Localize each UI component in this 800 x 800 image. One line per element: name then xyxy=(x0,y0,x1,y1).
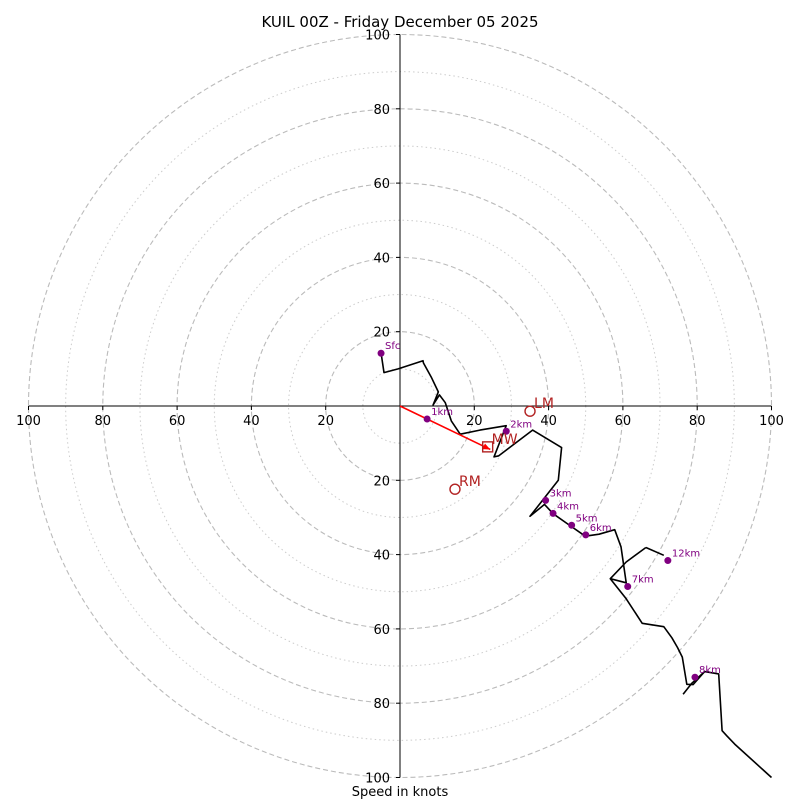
height-marker-dot xyxy=(502,427,510,435)
wind-trace-segment-2 xyxy=(682,671,706,695)
y-tick-label: 80 xyxy=(373,103,390,118)
storm-label-rm: RM xyxy=(459,474,481,490)
height-marker-dot xyxy=(582,531,590,539)
height-marker-label: 7km xyxy=(632,575,654,586)
y-tick-label: 100 xyxy=(365,772,390,787)
y-tick-label: 40 xyxy=(373,549,390,564)
height-marker-dot xyxy=(549,509,557,517)
x-tick-label: 20 xyxy=(466,414,483,429)
y-tick-label: 100 xyxy=(365,29,390,44)
height-marker-dot xyxy=(377,349,385,357)
x-tick-label: 100 xyxy=(16,414,41,429)
storm-markers: LM RM MW xyxy=(449,396,554,495)
wind-trace-segment-0 xyxy=(609,546,647,580)
motion-vector-arrowhead xyxy=(482,443,491,450)
y-tick-label: 20 xyxy=(373,474,390,489)
y-tick-label: 60 xyxy=(373,623,390,638)
height-marker-dot xyxy=(423,415,431,423)
storm-label-lm: LM xyxy=(534,396,554,412)
x-tick-label: 60 xyxy=(615,414,632,429)
storm-marker-rm xyxy=(449,483,461,495)
x-tick-label: 40 xyxy=(243,414,260,429)
height-marker-dot xyxy=(542,496,550,504)
y-tick-label: 80 xyxy=(373,697,390,712)
x-axis-label: Speed in knots xyxy=(352,785,449,800)
height-marker-label: 2km xyxy=(510,419,532,430)
height-marker-dot xyxy=(624,583,632,591)
height-marker-dot xyxy=(664,557,672,565)
mean-wind-marker xyxy=(481,441,494,453)
wind-trace xyxy=(380,353,773,779)
x-tick-label: 80 xyxy=(689,414,706,429)
height-marker-label: 4km xyxy=(557,501,579,512)
mean-wind-label: MW xyxy=(492,432,518,448)
y-tick-label: 20 xyxy=(373,326,390,341)
y-tick-label: 60 xyxy=(373,177,390,192)
storm-marker-lm xyxy=(524,405,536,417)
height-marker-dot xyxy=(691,673,699,681)
height-marker-label: 3km xyxy=(550,488,572,499)
x-tick-label: 20 xyxy=(317,414,334,429)
tick-labels: 100 80 60 40 20 20 40 60 80 100 100 80 60 40 20 20 40 60 8… xyxy=(16,29,784,787)
motion-vector-line xyxy=(399,405,491,451)
height-marker-label: 12km xyxy=(672,549,700,560)
x-tick-label: 80 xyxy=(95,414,112,429)
height-marker-label: 1km xyxy=(431,407,453,418)
height-marker-label: 8km xyxy=(699,665,721,676)
height-marker-label: Sfc xyxy=(385,341,400,352)
height-marker-label: 5km xyxy=(576,513,598,524)
x-tick-label: 60 xyxy=(169,414,186,429)
height-marker-label: 6km xyxy=(590,523,612,534)
x-tick-label: 40 xyxy=(540,414,557,429)
y-tick-label: 40 xyxy=(373,251,390,266)
chart-title: KUIL 00Z - Friday December 05 2025 xyxy=(261,13,538,31)
motion-vector-layer xyxy=(399,405,491,451)
x-tick-label: 100 xyxy=(759,414,784,429)
height-marker-dot xyxy=(568,521,576,529)
wind-trace-line xyxy=(380,353,773,779)
wind-trace-segment-1 xyxy=(645,546,665,557)
